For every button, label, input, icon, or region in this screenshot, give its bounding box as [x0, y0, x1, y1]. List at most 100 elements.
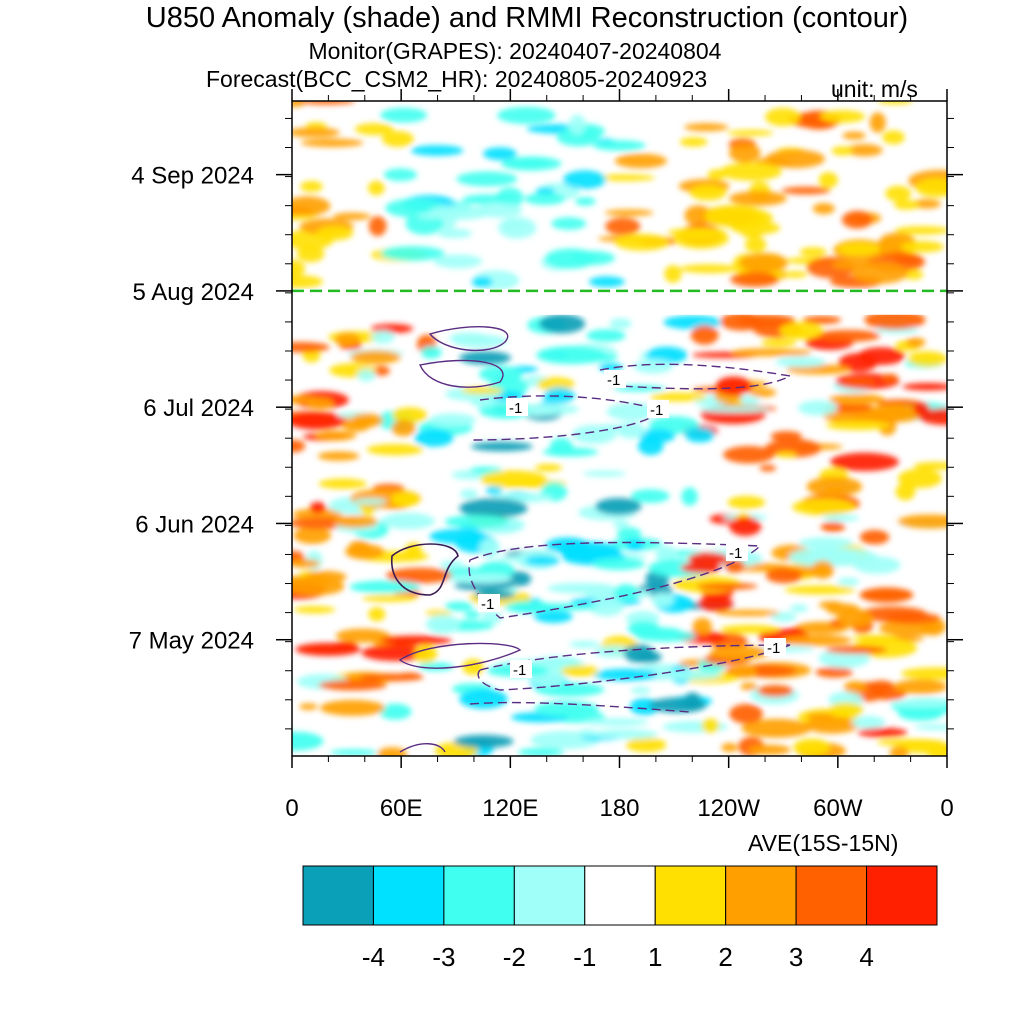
anomaly-cell: [447, 573, 513, 584]
anomaly-cell: [417, 662, 454, 671]
x-tick-label: 120E: [482, 795, 538, 822]
colorbar-label: 1: [648, 942, 662, 972]
axes: 0 60E 120E 180 120W 60W 0 4 Sep 2024 5 Aug 2024 6…: [129, 89, 963, 822]
anomaly-cell: [727, 129, 774, 136]
anomaly-cell: [837, 577, 860, 586]
colorbar-swatch: [513, 865, 586, 926]
anomaly-cell: [775, 451, 798, 458]
colorbar-swatch: [584, 865, 656, 926]
colorbar-label: 3: [789, 942, 803, 972]
anomaly-cell: [367, 180, 385, 196]
anomaly-cell: [915, 178, 947, 198]
anomaly-cell: [877, 101, 913, 105]
anomaly-cell: [788, 547, 859, 568]
anomaly-cell: [913, 402, 930, 416]
anomaly-cell: [845, 144, 883, 157]
anomaly-cell: [690, 325, 719, 345]
x-tick-label: 60E: [380, 795, 423, 822]
transition-gap: [292, 288, 947, 315]
anomaly-cell: [604, 209, 654, 217]
anomaly-cell: [689, 184, 727, 201]
anomaly-cell: [368, 216, 387, 237]
anomaly-cell: [667, 228, 727, 237]
anomaly-cell: [679, 264, 739, 274]
anomaly-cell: [842, 378, 877, 386]
anomaly-cell: [613, 520, 630, 529]
anomaly-cell: [841, 210, 873, 229]
anomaly-cell: [292, 275, 324, 289]
anomaly-cell: [761, 338, 797, 347]
anomaly-cell: [444, 514, 510, 529]
anomaly-cell: [913, 461, 947, 470]
anomaly-cell: [429, 413, 477, 427]
colorbar-label: -1: [573, 942, 596, 972]
anomaly-cell: [461, 386, 504, 395]
anomaly-cell: [306, 397, 334, 410]
anomaly-cell: [498, 216, 537, 239]
anomaly-cell: [770, 430, 803, 442]
anomaly-cell: [901, 667, 947, 680]
anomaly-cell: [701, 718, 720, 733]
anomaly-cell: [315, 430, 357, 441]
anomaly-cell: [452, 334, 507, 348]
anomaly-cell: [894, 226, 947, 235]
anomaly-cell: [822, 485, 850, 493]
anomaly-cell: [818, 171, 838, 189]
anomaly-cell: [453, 734, 514, 748]
anomaly-cell: [459, 489, 479, 500]
anomaly-cell: [547, 582, 618, 594]
anomaly-cell: [462, 194, 514, 205]
anomaly-cell: [586, 329, 626, 343]
anomaly-cell: [630, 489, 670, 503]
anomaly-cell: [316, 225, 354, 241]
anomaly-cell: [912, 199, 941, 209]
contour-negative: [419, 359, 504, 388]
x-tick-label: 0: [285, 795, 298, 822]
contour-labels: -1 -1 -1 -1 -1 -1 -1: [478, 370, 786, 679]
anomaly-cell: [914, 724, 947, 731]
anomaly-cell: [625, 539, 644, 552]
anomaly-cell: [626, 737, 667, 753]
anomaly-cell: [720, 312, 764, 331]
anomaly-cell: [826, 420, 890, 431]
anomaly-cell: [300, 138, 364, 148]
anomaly-cell: [380, 635, 453, 646]
anomaly-cell: [292, 342, 330, 353]
anomaly-cell: [831, 146, 854, 156]
anomaly-cell: [859, 587, 914, 603]
anomaly-cell: [524, 192, 566, 205]
anomaly-cell: [822, 514, 860, 522]
anomaly-cell: [445, 601, 474, 612]
anomaly-cell: [334, 332, 361, 347]
contour-label: -1: [726, 543, 748, 562]
anomaly-cell: [884, 612, 941, 624]
anomaly-cell: [680, 562, 722, 574]
anomaly-cell: [385, 567, 453, 584]
anomaly-cell: [350, 413, 384, 428]
anomaly-cell: [709, 645, 769, 661]
anomaly-cell: [633, 359, 673, 374]
anomaly-cell: [852, 262, 909, 284]
colorbar-label: -3: [432, 942, 455, 972]
anomaly-cell: [300, 180, 323, 193]
anomaly-cell: [391, 491, 420, 507]
anomaly-cell: [317, 451, 360, 461]
colorbar-label: 4: [859, 942, 873, 972]
y-tick-label: 7 May 2024: [129, 628, 254, 655]
anomaly-cell: [741, 718, 812, 738]
anomaly-cell: [518, 747, 564, 756]
anomaly-cell: [614, 153, 668, 169]
anomaly-cell: [574, 196, 596, 206]
anomaly-cell: [740, 682, 758, 691]
anomaly-cell: [825, 645, 887, 654]
anomaly-cell: [637, 436, 664, 456]
contour-negative-dashed: [469, 701, 691, 713]
anomaly-cell: [318, 478, 367, 489]
anomaly-cell: [828, 691, 863, 707]
anomaly-cell: [687, 552, 729, 566]
anomaly-cell: [329, 749, 379, 756]
rmmi-contours: [390, 326, 793, 753]
anomaly-cell: [551, 217, 587, 230]
anomaly-cell: [889, 746, 909, 756]
anomaly-cell: [320, 699, 386, 716]
